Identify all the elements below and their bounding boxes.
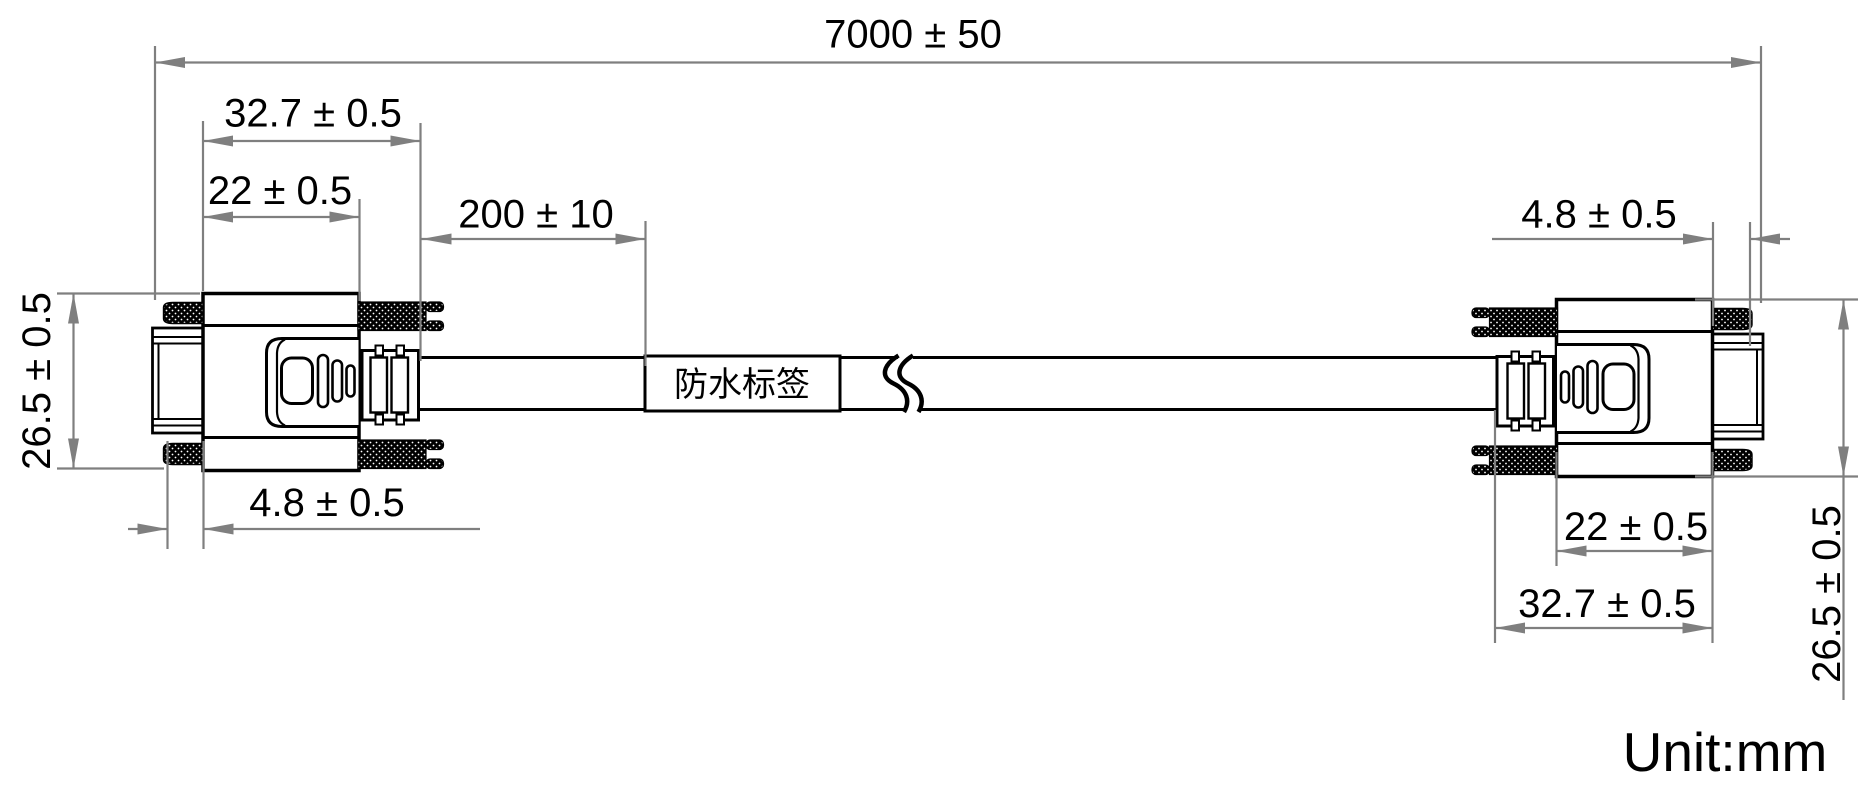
dim-right-connector-body-text: 22 ± 0.5 (1564, 505, 1708, 549)
jack-screw-top (162, 301, 204, 325)
cable (418, 356, 1497, 411)
waterproof-label-box: 防水标签 (643, 354, 842, 413)
dim-left-height-text: 26.5 ± 0.5 (15, 292, 59, 470)
dim-left-connector-overall: 32.7 ± 0.5 (201, 92, 422, 361)
dim-right-connector-overall: 32.7 ± 0.5 (1493, 410, 1713, 643)
dim-right-connector-body: 22 ± 0.5 (1555, 452, 1714, 643)
left-connector (151, 291, 445, 473)
right-connector (1470, 297, 1765, 479)
dim-right-connector-overall-text: 32.7 ± 0.5 (1518, 582, 1696, 626)
dim-right-screw: 4.8 ± 0.5 (1492, 193, 1790, 346)
overmold-pad (280, 356, 314, 405)
unit-note: Unit:mm (1623, 721, 1828, 783)
dim-right-height: 26.5 ± 0.5 (1695, 298, 1858, 700)
dim-left-connector-body: 22 ± 0.5 (203, 169, 361, 301)
dim-left-screw-text: 4.8 ± 0.5 (249, 481, 404, 525)
dim-left-screw: 4.8 ± 0.5 (128, 441, 480, 549)
thumbscrew-bottom (357, 439, 445, 470)
dim-left-height: 26.5 ± 0.5 (15, 292, 200, 470)
waterproof-label-text: 防水标签 (674, 366, 810, 404)
thumbscrew-top (357, 301, 445, 332)
dim-overall-length: 7000 ± 50 (153, 13, 1763, 303)
jack-screw-bottom (162, 442, 204, 466)
connector-mating-face (151, 326, 205, 435)
dim-right-screw-text: 4.8 ± 0.5 (1521, 193, 1676, 237)
strain-relief (360, 344, 420, 426)
dim-label-position-text: 200 ± 10 (458, 193, 613, 237)
cable-break-icon (882, 353, 924, 414)
dim-left-connector-body-text: 22 ± 0.5 (208, 169, 352, 213)
dim-overall-length-text: 7000 ± 50 (824, 13, 1002, 57)
dim-right-height-text: 26.5 ± 0.5 (1805, 505, 1849, 683)
dim-label-position: 200 ± 10 (421, 193, 647, 366)
dim-left-connector-overall-text: 32.7 ± 0.5 (224, 92, 402, 136)
